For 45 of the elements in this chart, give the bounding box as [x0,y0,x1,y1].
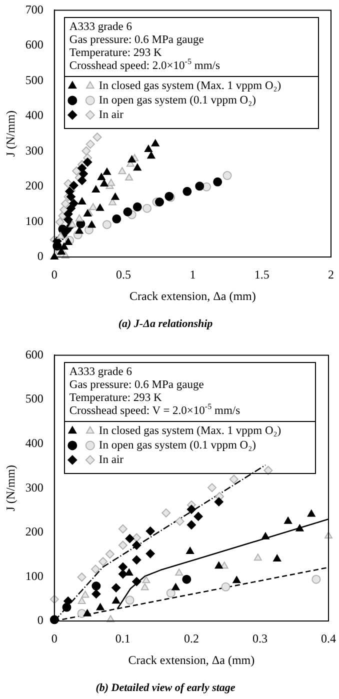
x-tick-label: 0.3 [252,631,268,646]
annotation: Temperature: 293 K [69,392,162,404]
y-tick-label: 100 [25,214,44,228]
x-tick-label: 0.5 [116,267,132,282]
x-axis-title: Crack extension, Δa (mm) [128,652,255,667]
y-tick-label: 600 [25,38,44,52]
x-tick-label: 0.1 [115,631,130,646]
legend-label: In air [98,108,124,121]
legend-label: In closed gas system (Max. 1 vppm O₂) [98,424,282,437]
x-axis-title: Crack extension, Δa (mm) [130,288,256,303]
legend-label: In open gas system (0.1 vppm O₂) [98,439,256,452]
y-tick-label: 0 [37,249,44,264]
y-tick-label: 300 [25,480,44,494]
y-tick-label: 600 [25,347,44,362]
y-tick-label: 700 [25,2,44,16]
legend-label: In open gas system (0.1 vppm O₂) [98,94,256,106]
x-tick-label: 1 [190,267,196,282]
y-axis-title: J (N/mm) [3,464,18,512]
annotation: Crosshead speed: 2.0×10$^{-5}$ mm/s [69,57,221,74]
annotation: Temperature: 293 K [69,47,162,60]
x-tick-label: 0 [51,267,58,282]
annotation: Crosshead speed: V = 2.0×10$^{-5}$ mm/s [69,402,242,418]
y-tick-label: 200 [25,524,44,539]
x-tick-label: 0 [51,631,58,646]
y-axis-title: J (N/mm) [3,110,18,157]
x-tick-label: 0.2 [184,631,199,646]
y-tick-label: 0 [37,613,44,628]
y-tick-label: 100 [25,568,44,583]
y-tick-label: 300 [25,143,44,158]
x-tick-label: 0.4 [321,631,336,646]
x-tick-label: 1.5 [254,267,270,282]
annotation: A333 grade 6 [69,21,133,34]
legend-label: In air [98,454,124,466]
y-tick-label: 400 [25,436,44,450]
annotation: A333 grade 6 [69,366,133,380]
y-tick-label: 500 [25,72,44,87]
annotation: Gas pressure: 0.6 MPa gauge [69,34,205,48]
x-tick-label: 2 [328,267,334,282]
y-tick-label: 400 [25,108,44,122]
legend-label: In closed gas system (Max. 1 vppm O₂) [98,80,282,92]
text: (a) J-Δa relationship [118,318,214,330]
annotation: Gas pressure: 0.6 MPa gauge [69,379,205,392]
y-tick-label: 500 [25,392,44,406]
y-tick-label: 200 [25,178,44,193]
text: (b) Detailed view of early stage [96,682,236,694]
